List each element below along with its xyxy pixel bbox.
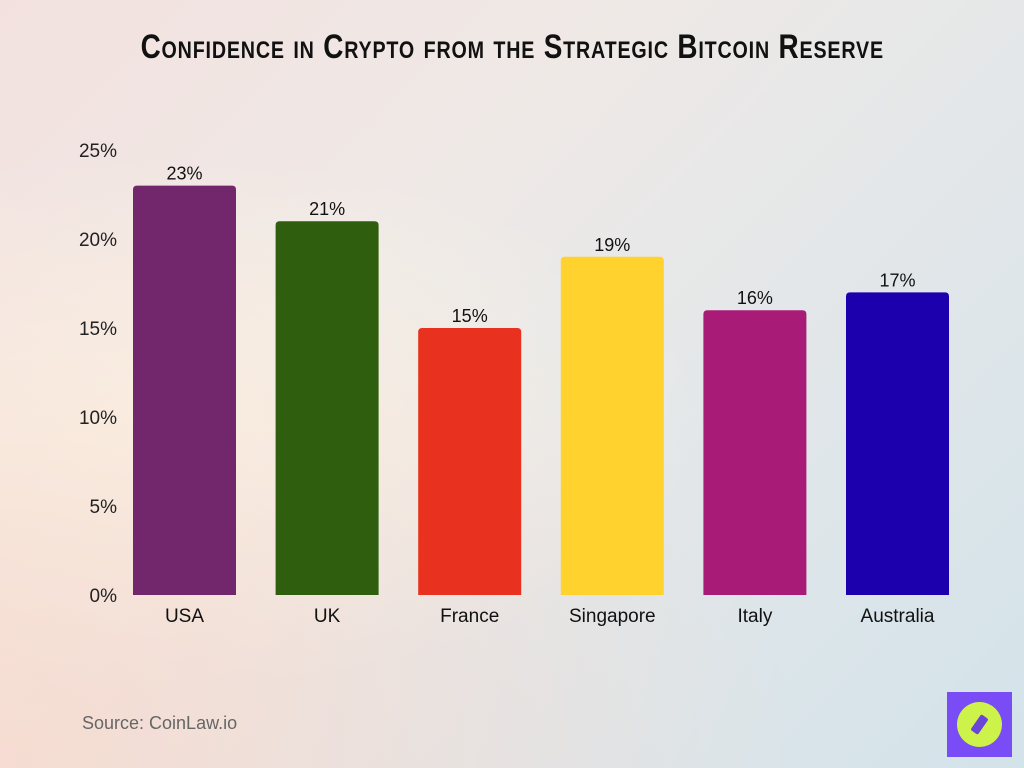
bar-italy <box>703 310 807 595</box>
data-label: 19% <box>594 235 630 255</box>
x-tick-label: UK <box>314 606 341 627</box>
source-text: Source: CoinLaw.io <box>82 713 238 733</box>
bar-singapore <box>560 256 664 595</box>
y-tick-label: 25% <box>79 141 117 162</box>
y-tick-label: 20% <box>79 230 117 251</box>
x-tick-label: USA <box>165 606 204 627</box>
y-tick-label: 0% <box>90 586 118 607</box>
data-label: 15% <box>452 306 488 326</box>
bar-usa <box>133 185 236 595</box>
logo <box>947 692 1012 757</box>
x-tick-label: Italy <box>737 606 772 627</box>
bar-uk <box>275 221 379 595</box>
compass-icon <box>957 702 1002 747</box>
bar-france <box>418 328 522 595</box>
data-label: 17% <box>879 270 915 290</box>
y-tick-label: 10% <box>79 408 117 429</box>
x-tick-label: Australia <box>861 606 935 627</box>
x-tick-label: France <box>440 606 499 627</box>
data-label: 21% <box>309 199 345 219</box>
data-label: 23% <box>166 164 202 184</box>
x-tick-label: Singapore <box>569 606 656 627</box>
chart-title: Confidence in Crypto from the Strategic … <box>140 28 884 66</box>
y-tick-label: 5% <box>90 497 118 518</box>
y-tick-label: 15% <box>79 319 117 340</box>
bar-australia <box>846 292 949 595</box>
data-label: 16% <box>737 288 773 308</box>
